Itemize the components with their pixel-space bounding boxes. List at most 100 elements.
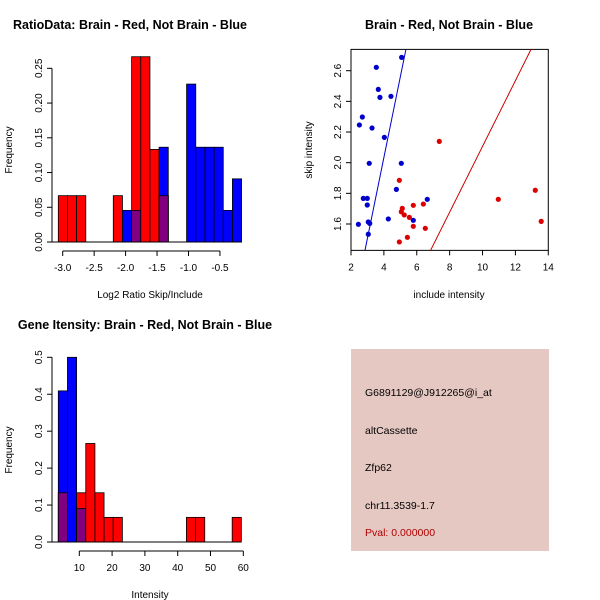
point-not-brain <box>375 86 381 93</box>
y-tick-label: 1.6 <box>333 217 344 231</box>
y-tick-label: 2.4 <box>333 94 344 108</box>
point-brain <box>401 212 407 218</box>
x-tick-label: 4 <box>381 262 387 273</box>
point-brain <box>532 187 538 193</box>
x-tick-label: 2 <box>348 262 354 273</box>
bar-brain <box>94 492 105 543</box>
point-not-brain <box>410 217 416 223</box>
x-tick-label: 10 <box>477 262 489 273</box>
bar-not-brain <box>204 146 215 243</box>
x-tick-label: 8 <box>447 262 453 273</box>
x-tick-label: 14 <box>543 262 555 273</box>
bar-brain <box>112 195 123 243</box>
bar-overlap <box>158 195 169 243</box>
bar-brain <box>112 516 123 543</box>
scatter-xlabel: include intensity <box>413 290 484 301</box>
point-not-brain <box>377 94 383 100</box>
ratio-histogram: -3.0 -2.5 -2.0 -1.5 -1.0 -0.5 0.00 0.05 0.10 0.15… <box>34 56 242 274</box>
info-panel: G6891129@J912265@i_at altCassette Zfp62 … <box>351 349 549 551</box>
y-tick-label: 2.0 <box>333 155 344 169</box>
point-not-brain <box>398 160 404 166</box>
x-tick-label: 30 <box>139 563 151 574</box>
intensity-histogram-ylabel: Frequency <box>4 426 15 473</box>
regression-line <box>364 49 407 251</box>
scatter-ylabel: skip intensity <box>304 121 315 178</box>
x-tick-label: 40 <box>172 563 184 574</box>
point-not-brain <box>367 220 373 226</box>
x-tick-label: -2.5 <box>86 263 104 274</box>
bar-not-brain <box>195 146 206 243</box>
bar-not-brain <box>67 356 78 543</box>
scatter-plot: 2 4 6 8 10 12 14 1.6 1.8 2.0 2.2 2.4 2.6 <box>333 48 555 273</box>
x-tick-label: 12 <box>510 262 522 273</box>
bar-not-brain <box>122 209 133 243</box>
y-tick-label: 0.00 <box>34 232 45 252</box>
bar-not-brain <box>186 83 197 243</box>
y-tick-label: 0.1 <box>34 498 45 512</box>
intensity-histogram-xlabel: Intensity <box>131 590 168 600</box>
info-panel-background <box>351 349 549 551</box>
x-tick-label: 10 <box>74 563 86 574</box>
intensity-histogram: 10 20 30 40 50 60 0.0 0.1 0.2 0.3 0.4 0.5 <box>34 350 249 574</box>
point-brain <box>406 214 412 221</box>
bar-overlap <box>131 209 142 243</box>
x-tick-label: 60 <box>238 563 250 574</box>
point-not-brain <box>359 114 365 120</box>
point-not-brain <box>385 216 391 222</box>
x-tick-label: -2.0 <box>117 263 135 274</box>
gene-name: Zfp62 <box>365 462 392 474</box>
y-tick-label: 0.10 <box>34 162 45 182</box>
point-not-brain <box>373 64 379 70</box>
point-not-brain <box>360 195 366 201</box>
point-brain <box>420 201 426 207</box>
y-tick-label: 1.8 <box>333 186 344 200</box>
ratio-histogram-xlabel: Log2 Ratio Skip/Include <box>97 290 203 301</box>
bar-brain <box>186 516 196 543</box>
y-tick-label: 0.3 <box>34 424 45 438</box>
point-brain <box>396 239 402 245</box>
event-type: altCassette <box>365 425 418 437</box>
y-tick-label: 0.4 <box>34 387 45 401</box>
y-tick-label: 0.05 <box>34 197 45 217</box>
x-tick-label: 20 <box>107 563 119 574</box>
x-tick-label: 50 <box>205 563 217 574</box>
point-not-brain <box>381 134 387 140</box>
x-tick-label: -1.0 <box>180 263 198 274</box>
point-brain <box>422 225 428 231</box>
y-tick-label: 0.15 <box>34 128 45 148</box>
point-not-brain <box>355 221 361 227</box>
bar-brain <box>76 195 87 243</box>
ratio-histogram-ylabel: Frequency <box>4 126 15 173</box>
y-tick-label: 0.0 <box>34 535 45 549</box>
scatter-title: Brain - Red, Not Brain - Blue <box>365 18 533 32</box>
probe-id: G6891129@J912265@i_at <box>365 387 492 399</box>
y-tick-label: 2.2 <box>333 125 344 139</box>
point-not-brain <box>364 195 370 201</box>
point-not-brain <box>356 122 362 128</box>
location: chr11.3539-1.7 <box>365 500 435 512</box>
point-brain <box>495 196 501 202</box>
y-tick-label: 0.25 <box>34 58 45 78</box>
plot-frame <box>350 48 549 251</box>
point-not-brain <box>399 54 405 60</box>
x-tick-label: 6 <box>414 262 420 273</box>
bar-overlap <box>76 508 87 543</box>
y-tick-label: 0.2 <box>34 461 45 475</box>
ratio-histogram-title: RatioData: Brain - Red, Not Brain - Blue <box>13 18 247 32</box>
point-brain <box>410 202 416 208</box>
bar-brain <box>195 516 206 543</box>
regression-line <box>430 49 532 251</box>
y-tick-label: 2.6 <box>333 63 344 77</box>
bar-overlap <box>57 492 68 543</box>
intensity-histogram-title: Gene Itensity: Brain - Red, Not Brain - … <box>18 318 272 332</box>
bar-brain <box>231 516 242 543</box>
point-not-brain <box>369 125 375 131</box>
x-tick-label: -0.5 <box>211 263 229 274</box>
point-not-brain <box>364 202 370 208</box>
point-not-brain <box>365 231 371 237</box>
bar-brain <box>103 516 114 543</box>
y-tick-label: 0.5 <box>34 350 45 364</box>
point-brain <box>410 223 416 229</box>
point-brain <box>404 234 410 240</box>
bar-brain <box>57 195 68 243</box>
